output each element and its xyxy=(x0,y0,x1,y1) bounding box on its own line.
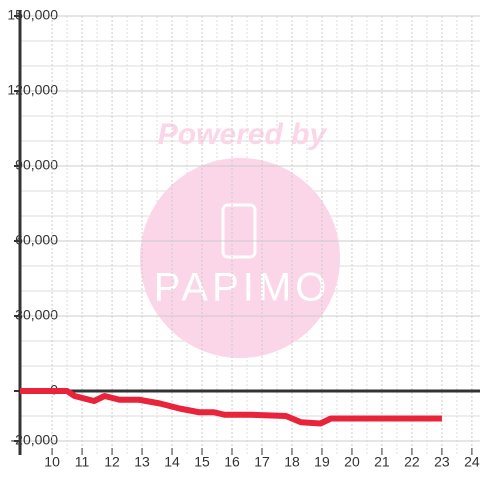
x-tick-label: 16 xyxy=(224,454,240,470)
x-tick-label: 23 xyxy=(434,454,450,470)
x-tick-label: 24 xyxy=(464,454,480,470)
x-tick-label: 19 xyxy=(314,454,330,470)
x-tick-label: 13 xyxy=(134,454,150,470)
y-tick-label: -20,000 xyxy=(11,432,59,448)
watermark-text: Powered by xyxy=(158,118,328,151)
y-tick-label: 120,000 xyxy=(7,82,58,98)
x-tick-label: 10 xyxy=(44,454,60,470)
line-series xyxy=(20,388,442,427)
watermark-icon xyxy=(221,203,257,259)
y-tick-label: 90,000 xyxy=(15,157,58,173)
x-tick-label: 21 xyxy=(374,454,390,470)
y-tick-label: 60,000 xyxy=(15,232,58,248)
y-tick-label: 150,000 xyxy=(7,7,58,23)
x-tick-label: 20 xyxy=(344,454,360,470)
watermark-logo: PAPIMO xyxy=(154,266,331,310)
x-tick-label: 17 xyxy=(254,454,270,470)
y-tick-label: 30,000 xyxy=(15,307,58,323)
x-tick-label: 18 xyxy=(284,454,300,470)
x-tick-label: 22 xyxy=(404,454,420,470)
x-tick-label: 15 xyxy=(194,454,210,470)
x-tick-label: 12 xyxy=(104,454,120,470)
x-tick-label: 14 xyxy=(164,454,180,470)
x-tick-label: 11 xyxy=(75,454,90,470)
